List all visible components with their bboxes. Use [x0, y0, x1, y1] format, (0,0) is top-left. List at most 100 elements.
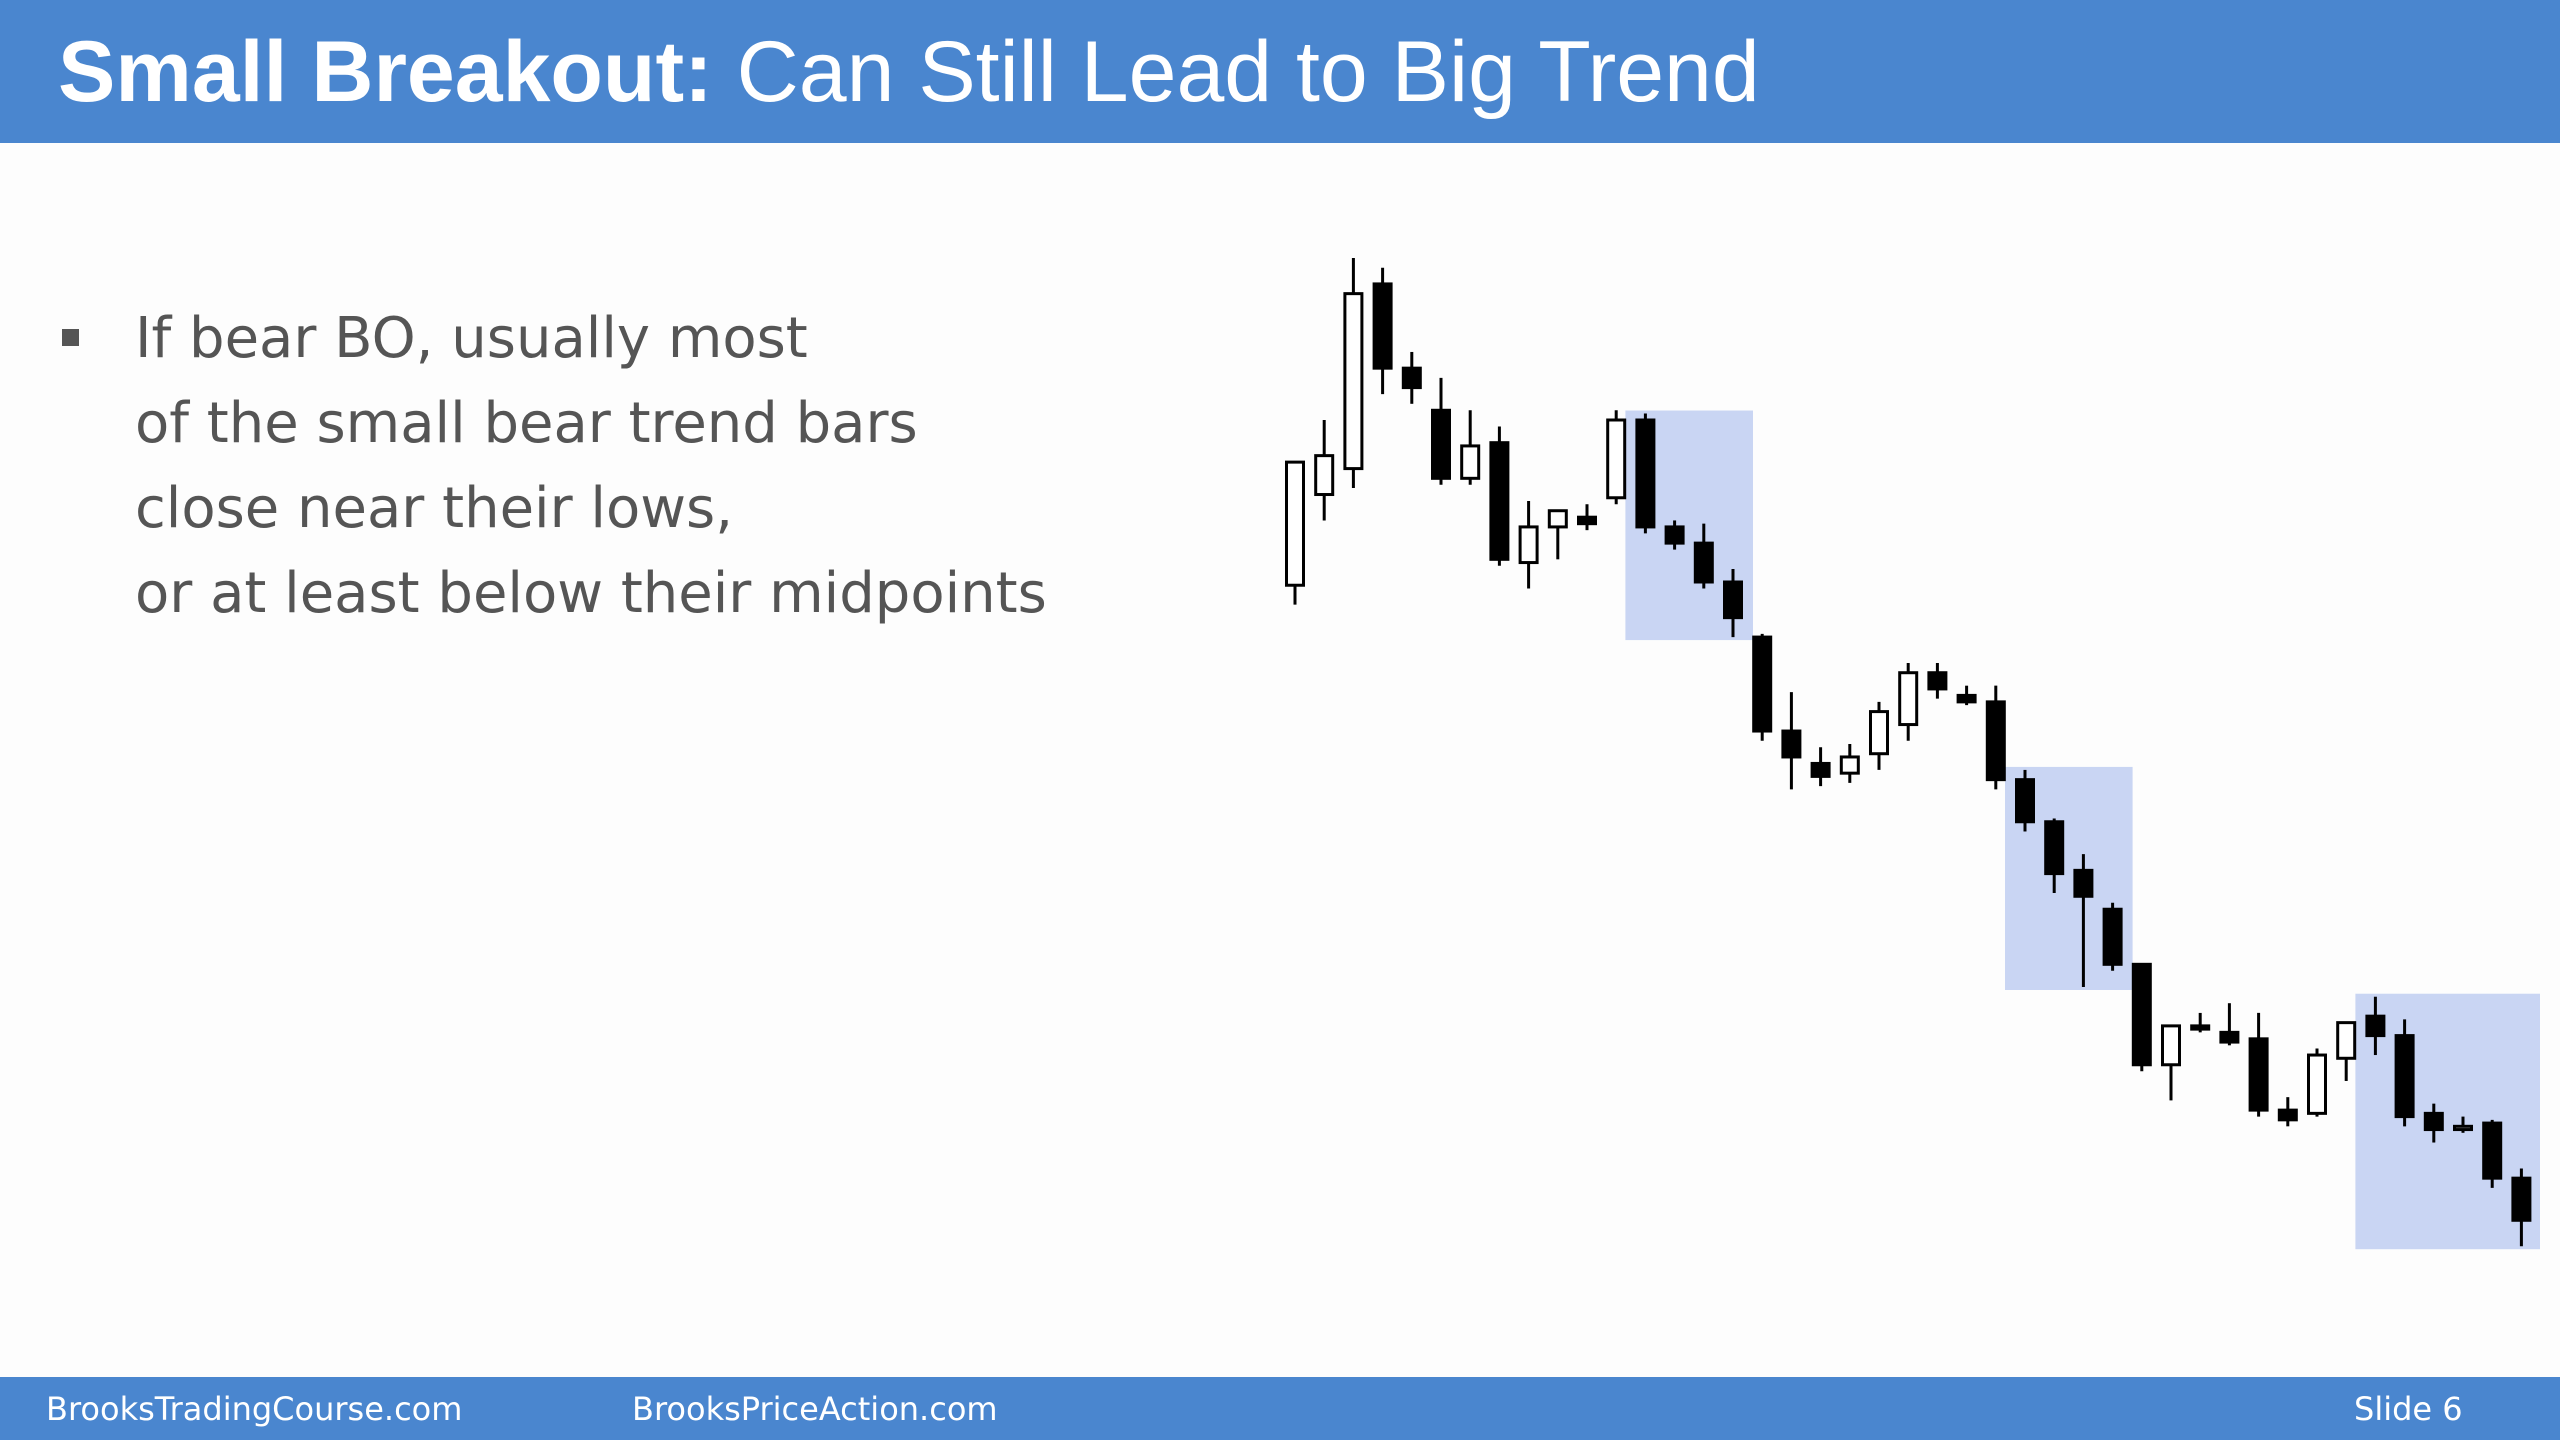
candlestick [2365, 996, 2386, 1056]
candlestick [2044, 818, 2065, 894]
bear-candle-body [1693, 541, 1714, 584]
bear-candle-body [2365, 1014, 2386, 1038]
bear-candle-body [1635, 418, 1656, 529]
bull-candle-body [1606, 418, 1627, 500]
candlestick [2307, 1048, 2327, 1117]
bull-candle-body [2307, 1053, 2327, 1115]
bear-candle-body [2248, 1037, 2269, 1112]
candlestick [2219, 1003, 2240, 1046]
bull-candle-body [1518, 525, 1539, 565]
candlestick [2131, 962, 2152, 1072]
bull-candle-body [2336, 1021, 2357, 1060]
bullet-line: If bear BO, usually most [135, 306, 808, 371]
candlestick [2161, 1024, 2181, 1101]
bullet-line: of the small bear trend bars [135, 391, 918, 456]
bear-candle-body [1489, 441, 1510, 561]
candlestick [1401, 351, 1422, 404]
slide-title: Small Breakout: Can Still Lead to Big Tr… [58, 22, 1760, 122]
bear-candle-body [1664, 525, 1685, 545]
candlestick [2453, 1116, 2473, 1133]
candlestick [2336, 1021, 2357, 1081]
bear-candle-body [1985, 700, 2006, 782]
candlestick [2015, 769, 2035, 832]
bear-candle-body [1927, 671, 1948, 691]
candlestick [2277, 1097, 2298, 1127]
candlestick [1956, 685, 1977, 706]
bullet-square-icon [62, 329, 79, 346]
bull-candle-body [1314, 454, 1335, 497]
bear-candle-body [2511, 1176, 2532, 1222]
bear-candle-body [2394, 1034, 2415, 1119]
candlestick [1985, 685, 2006, 790]
candlestick [2248, 1012, 2269, 1117]
candlestick [1752, 633, 1773, 741]
bull-candle-body [1460, 444, 1481, 480]
bull-candle-body [2161, 1024, 2181, 1067]
candlestick [1635, 413, 1656, 534]
bear-candle-body [1577, 515, 1597, 526]
bull-candle-body [1898, 671, 1919, 727]
candlestick [1693, 523, 1714, 589]
bull-candle-body [1343, 292, 1364, 471]
candlestick [1869, 701, 1889, 770]
candlestick [2394, 1019, 2415, 1127]
bear-candle-body [2044, 820, 2065, 876]
candlestick [2423, 1103, 2444, 1143]
candlestick [2102, 902, 2123, 971]
footer-site-left: BrooksTradingCourse.com [46, 1390, 463, 1428]
candlestick [1518, 501, 1539, 589]
bull-candle-body [1285, 460, 1305, 587]
candlestick [1898, 663, 1919, 741]
bear-candle-body [1401, 366, 1422, 390]
bullet-line: or at least below their midpoints [135, 561, 1047, 626]
footer-bar: BrooksTradingCourse.com BrooksPriceActio… [0, 1377, 2560, 1440]
bear-candle-body [1431, 408, 1451, 480]
bear-candle-body [2482, 1121, 2503, 1180]
candlestick [2190, 1012, 2211, 1033]
candlestick [1664, 520, 1685, 550]
candlestick [2511, 1168, 2532, 1247]
bullet-line: close near their lows, [135, 476, 734, 541]
candlestick [1343, 258, 1364, 489]
candlestick [1460, 410, 1481, 485]
slide-title-rest: Can Still Lead to Big Trend [736, 24, 1760, 120]
candlestick [2073, 854, 2094, 987]
bear-candle-body [2131, 962, 2152, 1067]
highlight-box [2355, 993, 2540, 1250]
candlestick [1489, 426, 1510, 566]
candlestick [1839, 744, 1860, 783]
candlestick [2482, 1119, 2503, 1188]
bear-candle-body [2102, 907, 2123, 966]
candlestick [1431, 377, 1451, 485]
bull-candle-body [2453, 1124, 2473, 1132]
slide-title-bold: Small Breakout: [58, 24, 713, 120]
candlestick-chart [1285, 258, 2540, 1250]
bear-candle-body [1372, 282, 1393, 370]
bear-candle-body [1752, 635, 1773, 733]
bear-candle-body [2423, 1111, 2444, 1132]
candlestick [1285, 460, 1305, 605]
bear-candle-body [1781, 729, 1802, 759]
candlestick [1810, 747, 1831, 787]
bull-candle-body [1839, 755, 1860, 775]
bear-candle-body [2277, 1108, 2298, 1122]
slide-number: Slide 6 [2354, 1390, 2463, 1428]
bear-candle-body [1810, 761, 1831, 778]
bear-candle-body [2190, 1024, 2211, 1031]
bear-candle-body [1723, 580, 1743, 620]
bear-candle-body [2073, 868, 2094, 898]
candlestick [1314, 420, 1335, 521]
candlestick [1547, 509, 1568, 560]
candlestick [1781, 692, 1802, 790]
candlestick [1606, 410, 1627, 505]
title-bar: Small Breakout: Can Still Lead to Big Tr… [0, 0, 2560, 143]
candlestick [1372, 267, 1393, 395]
candlestick [1927, 663, 1948, 699]
bullet-item: If bear BO, usually most of the small be… [135, 296, 1047, 636]
bear-candle-body [2015, 778, 2035, 824]
bear-candle-body [2219, 1030, 2240, 1044]
candlestick [1577, 504, 1597, 531]
bull-candle-body [1547, 509, 1568, 529]
candlestick [1723, 569, 1743, 638]
bull-candle-body [1869, 710, 1889, 756]
